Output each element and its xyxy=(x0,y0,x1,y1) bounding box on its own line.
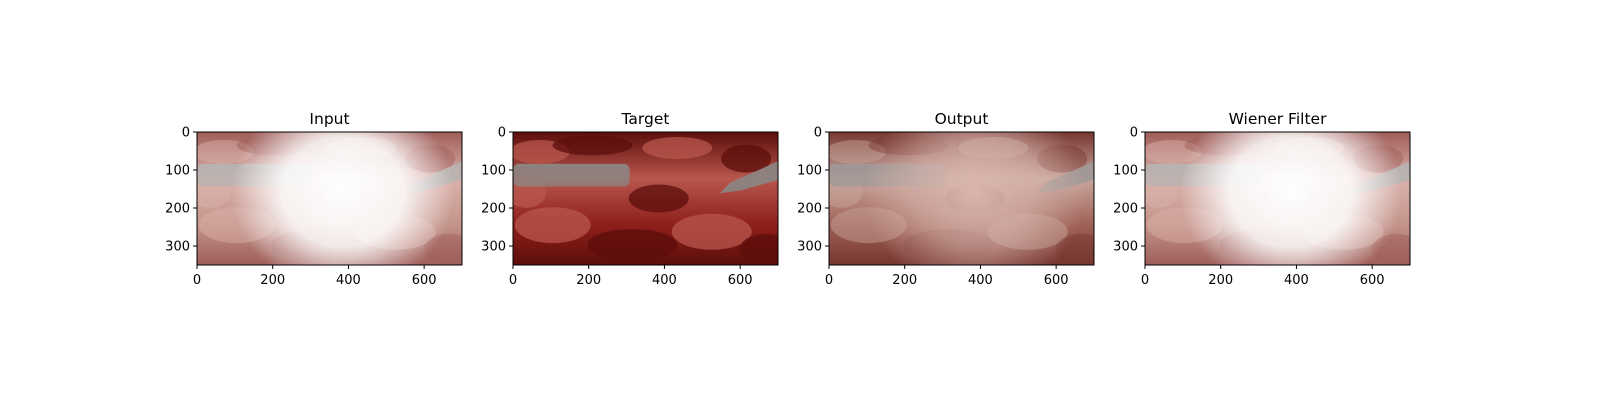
x-tick-label: 400 xyxy=(336,273,361,288)
y-tick-label: 100 xyxy=(797,164,822,179)
x-tick-label: 400 xyxy=(652,273,677,288)
x-tick-label: 0 xyxy=(193,273,201,288)
x-tick-label: 200 xyxy=(576,273,601,288)
x-tick-label: 400 xyxy=(968,273,993,288)
x-tick-label: 0 xyxy=(1141,273,1149,288)
x-tick-label: 600 xyxy=(728,273,753,288)
axes-frame xyxy=(512,131,779,266)
surgical-scene-image xyxy=(513,132,778,265)
x-tick-label: 200 xyxy=(892,273,917,288)
x-tick-label: 0 xyxy=(825,273,833,288)
y-tick-label: 100 xyxy=(481,164,506,179)
y-tick-label: 0 xyxy=(498,126,506,141)
y-tick-label: 0 xyxy=(814,126,822,141)
panel-title: Output xyxy=(935,110,989,128)
x-tick-label: 600 xyxy=(1044,273,1069,288)
y-tick-label: 300 xyxy=(1113,240,1138,255)
axes-frame xyxy=(1144,131,1411,266)
x-tick-label: 600 xyxy=(412,273,437,288)
y-tick-label: 200 xyxy=(797,202,822,217)
surgical-scene-image xyxy=(829,132,1094,265)
y-tick-label: 300 xyxy=(797,240,822,255)
y-tick-label: 200 xyxy=(1113,202,1138,217)
y-tick-label: 100 xyxy=(1113,164,1138,179)
surgical-scene-image xyxy=(1145,132,1410,265)
x-tick-label: 0 xyxy=(509,273,517,288)
y-tick-label: 300 xyxy=(481,240,506,255)
x-tick-label: 400 xyxy=(1284,273,1309,288)
y-tick-label: 0 xyxy=(1130,126,1138,141)
panel-wiener: Wiener Filter 0 200 400 600 0 100 200 300 xyxy=(1113,110,1411,288)
y-tick-label: 0 xyxy=(182,126,190,141)
panel-title: Input xyxy=(309,110,349,128)
panel-input: Input 0 200 400 600 0 100 200 300 xyxy=(165,110,463,288)
surgical-scene-image xyxy=(197,132,462,265)
panel-output: Output 0 200 400 600 0 100 200 300 xyxy=(797,110,1095,288)
axes-frame xyxy=(828,131,1095,266)
panel-title: Target xyxy=(621,110,670,128)
panel-title: Wiener Filter xyxy=(1229,110,1328,128)
y-tick-label: 200 xyxy=(481,202,506,217)
x-tick-label: 200 xyxy=(1208,273,1233,288)
y-tick-label: 100 xyxy=(165,164,190,179)
y-tick-label: 200 xyxy=(165,202,190,217)
x-tick-label: 200 xyxy=(260,273,285,288)
x-tick-label: 600 xyxy=(1360,273,1385,288)
axes-frame xyxy=(196,131,463,266)
panel-target: Target 0 200 400 600 0 100 200 300 xyxy=(481,110,779,288)
y-tick-label: 300 xyxy=(165,240,190,255)
